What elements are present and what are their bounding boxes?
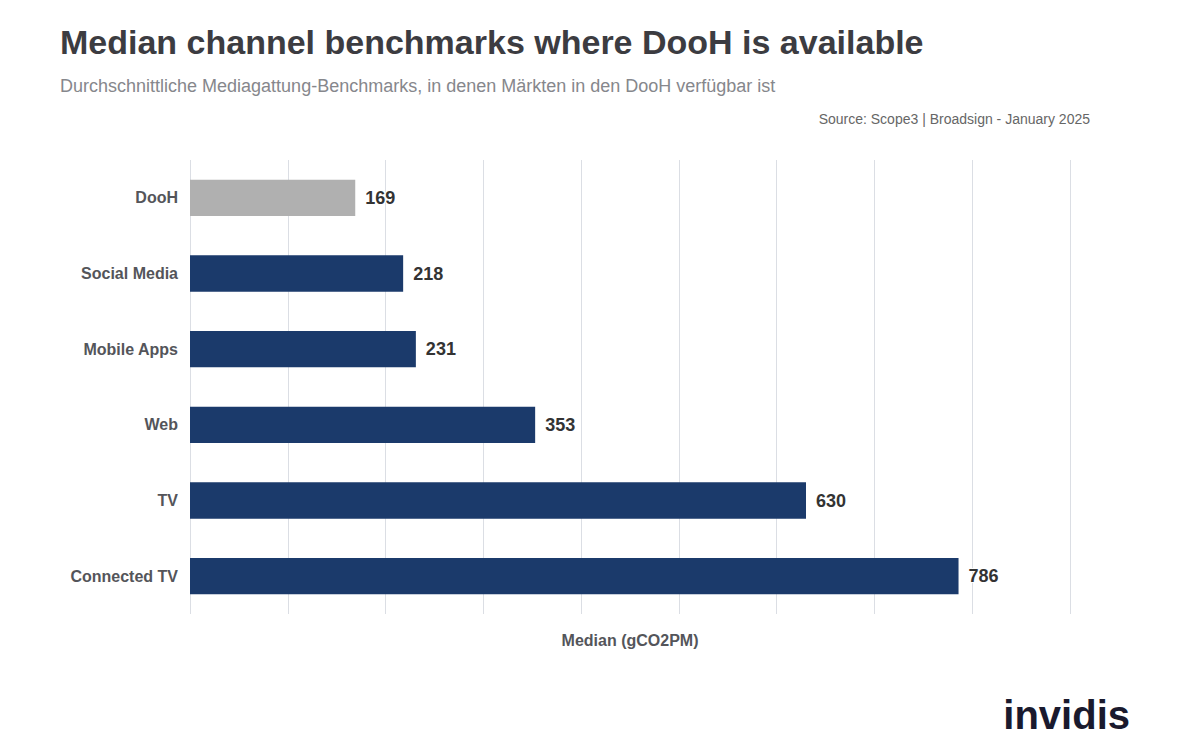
svg-text:DooH: DooH [135,189,178,206]
svg-text:Source: Scope3 | Broadsign - J: Source: Scope3 | Broadsign - January 202… [819,111,1091,127]
svg-text:Durchschnittliche Mediagattung: Durchschnittliche Mediagattung-Benchmark… [60,76,775,96]
svg-text:Median channel benchmarks wher: Median channel benchmarks where DooH is … [60,23,924,61]
svg-text:353: 353 [545,415,575,435]
svg-text:231: 231 [426,339,456,359]
svg-text:Connected TV: Connected TV [70,568,178,585]
svg-text:TV: TV [158,492,179,509]
svg-text:169: 169 [365,188,395,208]
svg-text:630: 630 [816,491,846,511]
svg-text:786: 786 [969,566,999,586]
svg-text:Median (gCO2PM): Median (gCO2PM) [562,632,699,649]
svg-text:Mobile Apps: Mobile Apps [83,341,178,358]
svg-text:Web: Web [145,416,179,433]
svg-text:invidis: invidis [1003,693,1130,737]
svg-text:Social Media: Social Media [81,265,178,282]
svg-text:218: 218 [413,264,443,284]
